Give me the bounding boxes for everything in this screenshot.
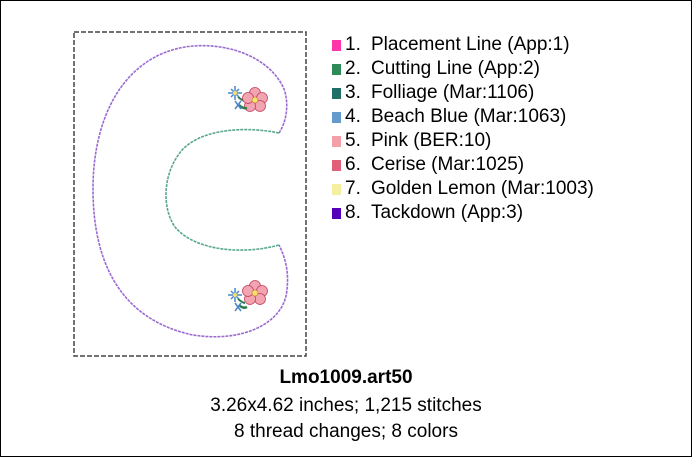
legend-item-6: 6. Cerise (Mar:1025) [332, 153, 594, 177]
color-swatch [332, 111, 341, 123]
embroidery-design-preview [73, 31, 307, 357]
color-swatch [332, 183, 341, 195]
color-swatch [332, 87, 341, 99]
flower-motif-top [228, 86, 268, 112]
legend-item-8: 8. Tackdown (App:3) [332, 201, 594, 225]
legend-label: Folliage (Mar:1106) [371, 82, 535, 103]
legend-label: Placement Line (App:1) [371, 34, 570, 55]
legend-label: Cerise (Mar:1025) [371, 154, 525, 175]
legend-item-7: 7. Golden Lemon (Mar:1003) [332, 177, 594, 201]
legend-label: Golden Lemon (Mar:1003) [371, 178, 594, 199]
color-swatch [332, 159, 341, 171]
thread-color-legend: 1. Placement Line (App:1) 2. Cutting Line … [332, 33, 594, 225]
legend-label: Pink (BER:10) [371, 130, 492, 151]
flower-motif-bottom [228, 280, 268, 312]
legend-label: Beach Blue (Mar:1063) [371, 106, 567, 127]
letter-c-inner-curve [165, 128, 280, 251]
letter-c-outline [92, 44, 289, 338]
color-swatch [332, 135, 341, 147]
legend-item-2: 2. Cutting Line (App:2) [332, 57, 594, 81]
legend-item-3: 3. Folliage (Mar:1106) [332, 81, 594, 105]
color-swatch [332, 63, 341, 75]
legend-label: Tackdown (App:3) [371, 202, 524, 223]
design-dimensions-stitches: 3.26x4.62 inches; 1,215 stitches [210, 395, 482, 416]
color-swatch [332, 39, 341, 51]
design-thread-changes: 8 thread changes; 8 colors [234, 421, 458, 442]
color-swatch [332, 207, 341, 219]
design-file-name: Lmo1009.art50 [279, 367, 413, 388]
legend-item-1: 1. Placement Line (App:1) [332, 33, 594, 57]
legend-item-5: 5. Pink (BER:10) [332, 129, 594, 153]
design-frame [73, 31, 307, 357]
legend-label: Cutting Line (App:2) [371, 58, 540, 79]
legend-item-4: 4. Beach Blue (Mar:1063) [332, 105, 594, 129]
